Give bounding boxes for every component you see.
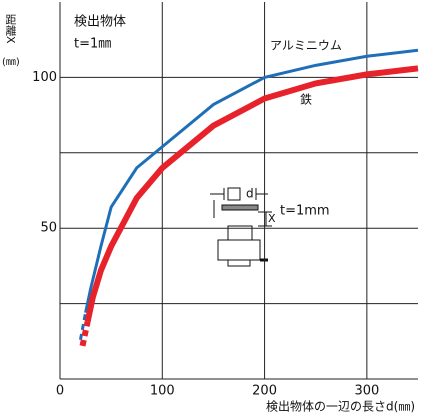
diagram-x: X	[268, 212, 276, 225]
x-tick-label: 300	[354, 384, 379, 399]
series-label: 鉄	[300, 92, 312, 107]
y-tick-label: 50	[40, 221, 57, 236]
x-tick-label: 0	[56, 384, 64, 399]
sensor-diagram	[210, 187, 272, 267]
y-axis-unit: (㎜)	[2, 57, 20, 68]
series-line	[78, 312, 88, 341]
note-sub: t=1㎜	[74, 37, 111, 52]
series-line	[84, 48, 419, 313]
series-line	[79, 321, 91, 347]
note-title: 検出物体	[74, 15, 126, 30]
x-tick-label: 200	[252, 384, 277, 399]
x-axis-label: 検出物体の一辺の長さd(㎜)	[266, 400, 415, 414]
y-tick-label: 100	[32, 70, 57, 85]
series-label: アルミニウム	[270, 39, 342, 53]
diagram-label: t=1mm	[280, 204, 330, 219]
series-line	[84, 65, 419, 323]
x-tick-label: 100	[150, 384, 175, 399]
y-axis-label: 距離X	[4, 14, 17, 44]
diagram-d: d	[246, 187, 254, 201]
